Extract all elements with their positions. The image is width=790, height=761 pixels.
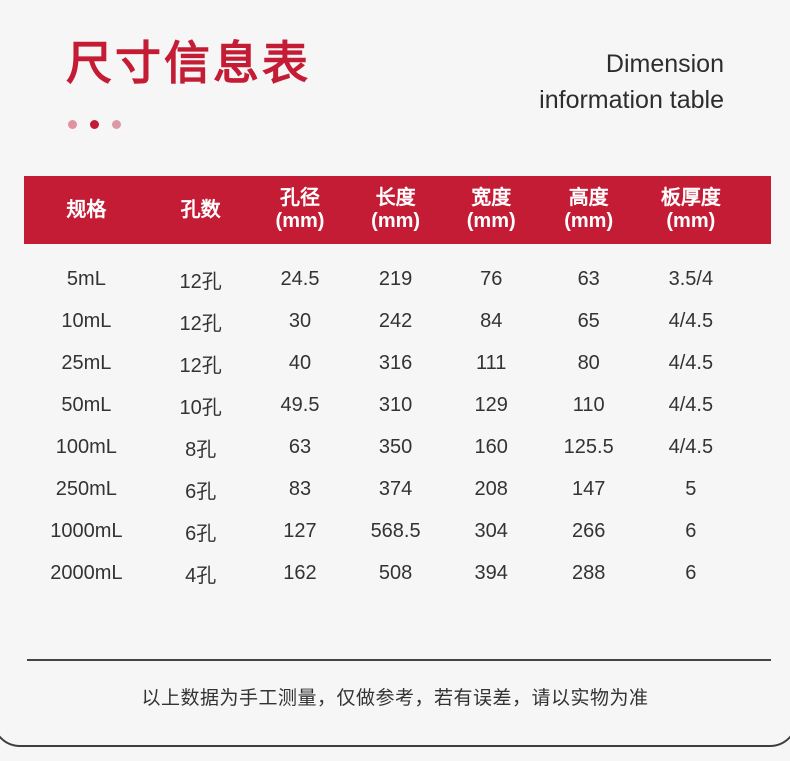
- table-cell: 129: [474, 393, 508, 416]
- table-row: 1000mL 6孔 127 568.5 304 266 6: [24, 510, 771, 552]
- header-label: 宽度: [471, 187, 512, 209]
- table-cell: 310: [378, 393, 413, 416]
- table-cell: 242: [378, 309, 413, 332]
- table-cell: 219: [378, 267, 413, 290]
- table-cell: 374: [378, 477, 413, 500]
- table-cell: 83: [288, 477, 312, 500]
- table-cell: 100mL: [55, 435, 117, 458]
- dot-icon: [112, 120, 121, 129]
- table-cell: 50mL: [61, 393, 112, 416]
- table-cell: 80: [577, 351, 600, 374]
- table-cell: 76: [480, 267, 503, 290]
- table-row: 2000mL 4孔 162 508 394 288 6: [24, 552, 771, 594]
- header-cell-board-thickness: 板厚度 (mm): [639, 187, 771, 233]
- table-cell: 111: [476, 351, 507, 374]
- decoration-dots: [68, 120, 121, 129]
- table-cell: 4/4.5: [668, 435, 714, 458]
- header-cell-length: 长度 (mm): [347, 187, 443, 233]
- table-cell: 4/4.5: [668, 309, 714, 332]
- header-unit: (mm): [371, 210, 421, 232]
- header-unit: (mm): [666, 210, 716, 232]
- table-cell: 4/4.5: [668, 351, 714, 374]
- footer-note: 以上数据为手工测量，仅做参考，若有误差，请以实物为准: [141, 688, 649, 709]
- table-cell: 394: [474, 561, 508, 584]
- subtitle-line-1: Dimension: [605, 50, 724, 78]
- table-cell: 8孔: [185, 438, 217, 461]
- table-cell: 568.5: [370, 519, 421, 542]
- header-cell-height: 高度 (mm): [539, 187, 639, 233]
- table-cell: 147: [572, 477, 606, 500]
- table-cell: 304: [474, 519, 508, 542]
- table-body: 5mL 12孔 24.5 219 76 63 3.5/4 10mL 12孔 30…: [24, 244, 771, 594]
- table-cell: 266: [572, 519, 606, 542]
- table-cell: 40: [288, 351, 312, 374]
- table-cell: 12孔: [179, 312, 222, 335]
- table-cell: 30: [288, 309, 312, 332]
- table-cell: 160: [474, 435, 508, 458]
- header-unit: (mm): [564, 210, 614, 232]
- table-cell: 12孔: [179, 354, 222, 377]
- header-cell-hole-diameter: 孔径 (mm): [253, 187, 348, 233]
- table-row: 50mL 10孔 49.5 310 129 110 4/4.5: [24, 384, 771, 426]
- table-cell: 127: [283, 519, 317, 542]
- header-label: 高度: [568, 187, 609, 209]
- header-label: 板厚度: [660, 187, 721, 209]
- table-cell: 84: [480, 309, 503, 332]
- table-cell: 24.5: [280, 267, 320, 290]
- table-cell: 6: [685, 561, 697, 584]
- subtitle-line-2: information table: [539, 86, 724, 114]
- dot-icon: [90, 120, 99, 129]
- header-cell-hole-count: 孔数: [149, 199, 253, 222]
- table-cell: 5mL: [66, 267, 106, 290]
- dot-icon: [68, 120, 77, 129]
- table-row: 250mL 6孔 83 374 208 147 5: [24, 468, 771, 510]
- table-cell: 208: [474, 477, 508, 500]
- dimension-table: 规格 孔数 孔径 (mm) 长度 (mm) 宽度 (mm) 高度 (mm) 板厚…: [24, 176, 771, 594]
- table-cell: 10mL: [61, 309, 112, 332]
- page-subtitle-en: Dimension information table: [539, 46, 724, 118]
- header-label: 规格: [66, 198, 107, 221]
- table-cell: 25mL: [61, 351, 112, 374]
- header-label: 孔数: [180, 198, 221, 221]
- table-cell: 65: [577, 309, 600, 332]
- table-cell: 350: [378, 435, 413, 458]
- table-cell: 508: [378, 561, 413, 584]
- header-label: 长度: [375, 187, 416, 209]
- table-cell: 1000mL: [50, 519, 123, 542]
- table-cell: 63: [288, 435, 312, 458]
- table-cell: 6: [685, 519, 697, 542]
- header-label: 孔径: [279, 187, 320, 209]
- table-cell: 10孔: [179, 396, 222, 419]
- header-cell-spec: 规格: [24, 199, 149, 222]
- table-cell: 12孔: [179, 270, 222, 293]
- table-cell: 4孔: [185, 564, 217, 587]
- table-row: 25mL 12孔 40 316 111 80 4/4.5: [24, 342, 771, 384]
- header-cell-width: 宽度 (mm): [444, 187, 539, 233]
- table-cell: 288: [572, 561, 606, 584]
- table-cell: 250mL: [55, 477, 117, 500]
- footer-divider: [27, 659, 771, 661]
- table-cell: 63: [577, 267, 600, 290]
- table-row: 5mL 12孔 24.5 219 76 63 3.5/4: [24, 258, 771, 300]
- header-unit: (mm): [275, 210, 325, 232]
- table-cell: 4/4.5: [668, 393, 714, 416]
- table-row: 100mL 8孔 63 350 160 125.5 4/4.5: [24, 426, 771, 468]
- table-cell: 6孔: [185, 480, 217, 503]
- table-cell: 5: [685, 477, 697, 500]
- table-cell: 125.5: [563, 435, 614, 458]
- table-cell: 3.5/4: [668, 267, 714, 290]
- header-unit: (mm): [466, 210, 516, 232]
- table-cell: 110: [572, 393, 605, 416]
- table-header-row: 规格 孔数 孔径 (mm) 长度 (mm) 宽度 (mm) 高度 (mm) 板厚…: [24, 176, 771, 244]
- table-cell: 162: [283, 561, 317, 584]
- table-row: 10mL 12孔 30 242 84 65 4/4.5: [24, 300, 771, 342]
- table-cell: 316: [378, 351, 413, 374]
- page-title: 尺寸信息表: [66, 37, 311, 89]
- table-cell: 49.5: [280, 393, 320, 416]
- table-cell: 2000mL: [50, 561, 123, 584]
- table-cell: 6孔: [185, 522, 217, 545]
